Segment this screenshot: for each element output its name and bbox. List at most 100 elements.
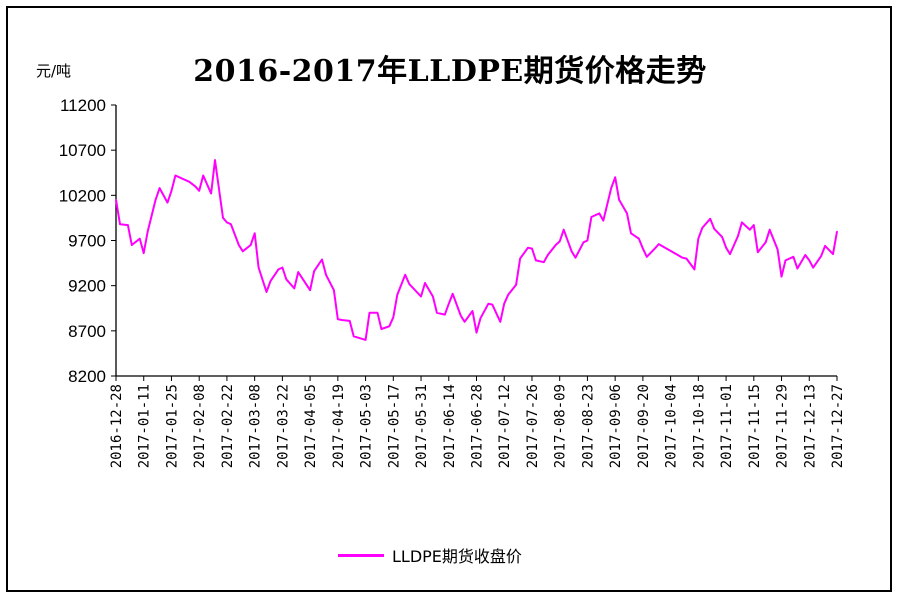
data-point bbox=[820, 255, 822, 257]
data-point bbox=[543, 261, 545, 264]
data-point bbox=[713, 228, 715, 230]
data-point bbox=[325, 274, 327, 276]
data-point bbox=[531, 247, 533, 250]
data-point bbox=[281, 266, 284, 269]
data-point bbox=[780, 275, 783, 278]
data-point bbox=[515, 284, 517, 286]
data-point bbox=[757, 251, 759, 253]
data-point bbox=[376, 312, 379, 314]
data-point bbox=[392, 316, 395, 319]
data-point bbox=[285, 278, 288, 281]
data-point bbox=[388, 325, 391, 328]
data-point bbox=[507, 293, 510, 296]
legend-swatch bbox=[338, 553, 384, 557]
data-point bbox=[463, 321, 466, 323]
data-point bbox=[226, 221, 228, 224]
data-point bbox=[368, 312, 371, 314]
data-point bbox=[475, 331, 478, 334]
axes bbox=[115, 105, 837, 377]
data-point bbox=[562, 228, 565, 231]
x-tick-label: 2017-09-20 bbox=[636, 384, 652, 468]
x-tick-label: 2017-04-05 bbox=[303, 384, 319, 468]
y-tick-label: 10200 bbox=[59, 186, 106, 205]
data-point bbox=[836, 230, 838, 233]
x-tick-label: 2017-02-08 bbox=[192, 384, 208, 468]
data-point bbox=[638, 237, 640, 240]
data-point bbox=[293, 287, 296, 290]
y-tick-label: 9700 bbox=[68, 232, 106, 251]
data-point bbox=[265, 291, 268, 293]
data-point bbox=[618, 199, 620, 201]
data-point bbox=[491, 303, 494, 306]
data-point bbox=[519, 257, 521, 260]
data-point bbox=[737, 235, 739, 237]
y-axis-unit: 元/吨 bbox=[36, 62, 72, 80]
data-point bbox=[784, 259, 787, 262]
legend: LLDPE期货收盘价 bbox=[338, 543, 522, 567]
data-point bbox=[610, 187, 612, 189]
x-tick-label: 2017-07-12 bbox=[497, 384, 513, 468]
x-tick-label: 2017-08-23 bbox=[580, 384, 596, 468]
data-point bbox=[459, 314, 462, 317]
data-point bbox=[824, 245, 826, 247]
data-point bbox=[646, 255, 648, 258]
x-tick-label: 2017-11-29 bbox=[775, 384, 791, 468]
y-tick-label: 8700 bbox=[68, 322, 106, 341]
chart-frame bbox=[6, 6, 892, 592]
x-tick-label: 2017-01-25 bbox=[164, 384, 180, 468]
data-point bbox=[352, 335, 355, 338]
data-point bbox=[174, 174, 177, 177]
data-point bbox=[685, 257, 688, 260]
data-point bbox=[432, 295, 434, 298]
data-point bbox=[380, 328, 383, 330]
chart-title: 2016-2017年LLDPE期货价格走势 bbox=[193, 54, 707, 89]
data-point bbox=[626, 212, 628, 215]
x-tick-label: 2017-12-27 bbox=[830, 384, 846, 468]
data-point bbox=[214, 159, 216, 161]
data-point bbox=[721, 236, 723, 238]
x-tick-label: 2017-03-08 bbox=[248, 384, 264, 468]
x-tick-label: 2016-12-28 bbox=[109, 384, 125, 468]
data-point bbox=[341, 319, 343, 321]
data-point bbox=[222, 217, 224, 219]
data-point bbox=[471, 310, 474, 312]
data-point bbox=[249, 244, 252, 246]
legend-label: LLDPE期货收盘价 bbox=[392, 547, 522, 566]
data-point bbox=[277, 268, 280, 271]
x-tick-label: 2017-09-06 bbox=[608, 384, 624, 468]
data-point bbox=[269, 280, 272, 282]
data-point bbox=[166, 201, 169, 204]
data-point bbox=[749, 228, 751, 231]
data-point bbox=[170, 190, 173, 192]
data-point bbox=[812, 266, 814, 269]
data-point bbox=[832, 253, 834, 255]
x-tick-label: 2017-12-13 bbox=[802, 384, 818, 468]
data-point bbox=[642, 247, 644, 250]
data-point bbox=[436, 312, 438, 314]
y-tick-label: 8200 bbox=[68, 367, 106, 386]
data-point bbox=[574, 256, 577, 259]
y-ticks: 8200 8700 9200 9700 10200 10700 11200 bbox=[59, 96, 116, 386]
data-point bbox=[158, 187, 161, 189]
data-point bbox=[527, 246, 529, 249]
data-point bbox=[194, 185, 196, 188]
x-ticks: 2016-12-28 2017-01-11 2017-01-25 2017-02-08… bbox=[109, 376, 846, 468]
data-point bbox=[364, 339, 367, 341]
data-point bbox=[776, 248, 779, 251]
data-point bbox=[582, 241, 585, 244]
data-point bbox=[188, 181, 191, 183]
data-point bbox=[396, 293, 399, 296]
data-point bbox=[630, 232, 632, 235]
data-point bbox=[741, 221, 743, 224]
data-point bbox=[451, 293, 454, 295]
data-point bbox=[210, 192, 212, 195]
data-point bbox=[420, 295, 422, 298]
series-layer bbox=[115, 159, 838, 341]
data-point bbox=[139, 237, 141, 240]
data-point bbox=[558, 240, 561, 243]
data-point bbox=[693, 268, 696, 271]
data-point bbox=[487, 302, 490, 305]
data-point bbox=[479, 317, 482, 320]
data-point bbox=[242, 250, 244, 253]
x-tick-label: 2017-01-11 bbox=[137, 384, 153, 468]
